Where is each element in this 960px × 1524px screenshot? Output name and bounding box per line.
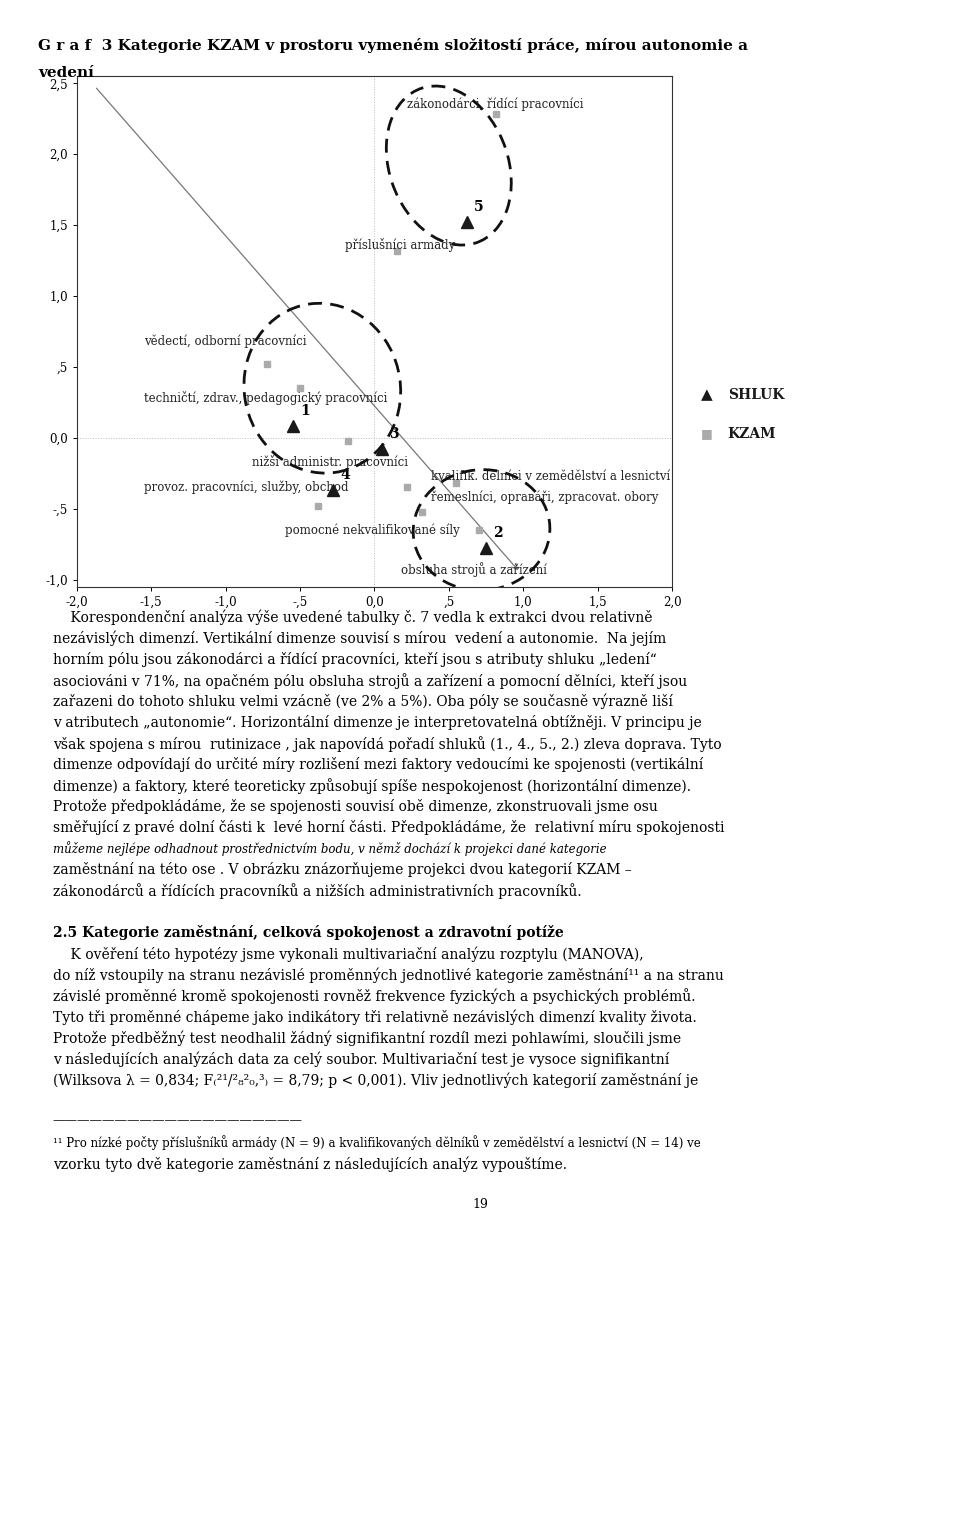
Text: zákonodárců a řídících pracovníků a nižších administrativních pracovníků.: zákonodárců a řídících pracovníků a nižš… xyxy=(53,882,582,899)
Text: vzorku tyto dvě kategorie zaměstnání z následujících analýz vypouštíme.: vzorku tyto dvě kategorie zaměstnání z n… xyxy=(53,1157,566,1172)
Text: 2.5 Kategorie zaměstnání, celková spokojenost a zdravotní potíže: 2.5 Kategorie zaměstnání, celková spokoj… xyxy=(53,925,564,940)
Text: 19: 19 xyxy=(472,1198,488,1212)
Text: SHLUK: SHLUK xyxy=(728,389,784,402)
Text: KZAM: KZAM xyxy=(728,427,777,440)
Text: Protože předpokládáme, že se spojenosti souvisí obě dimenze, zkonstruovali jsme : Protože předpokládáme, že se spojenosti … xyxy=(53,799,658,814)
Text: však spojena s mírou  rutinizace , jak napovídá pořadí shluků (1., 4., 5., 2.) z: však spojena s mírou rutinizace , jak na… xyxy=(53,736,721,751)
Text: asociováni v 71%, na opačném pólu obsluha strojů a zařízení a pomocní dělníci, k: asociováni v 71%, na opačném pólu obsluh… xyxy=(53,672,687,689)
Text: ————————————————————: ———————————————————— xyxy=(53,1114,302,1128)
Text: techničtí, zdrav., pedagogický pracovníci: techničtí, zdrav., pedagogický pracovníc… xyxy=(144,392,387,405)
Text: v následujících analýzách data za celý soubor. Multivariační test je vysoce sign: v následujících analýzách data za celý s… xyxy=(53,1052,669,1067)
Text: 5: 5 xyxy=(474,200,484,213)
Text: do níž vstoupily na stranu nezávislé proměnných jednotlivé kategorie zaměstnání¹: do níž vstoupily na stranu nezávislé pro… xyxy=(53,968,724,983)
Text: 3: 3 xyxy=(390,427,399,440)
Text: ¹¹ Pro nízké počty příslušníků armády (N = 9) a kvalifikovaných dělníků v zemědě: ¹¹ Pro nízké počty příslušníků armády (N… xyxy=(53,1135,701,1151)
Text: dimenze odpovídají do určité míry rozlišení mezi faktory vedoucími ke spojenosti: dimenze odpovídají do určité míry rozliš… xyxy=(53,757,703,771)
Text: řemeslníci, oprавáři, zpracovat. obory: řemeslníci, oprавáři, zpracovat. obory xyxy=(431,491,659,504)
Text: obsluha strojů a zařízení: obsluha strojů a zařízení xyxy=(401,562,547,578)
Text: Korespondenční analýza výše uvedené tabulky č. 7 vedla k extrakci dvou relativně: Korespondenční analýza výše uvedené tabu… xyxy=(53,610,652,625)
Text: ■: ■ xyxy=(701,427,712,440)
Text: zaměstnání na této ose . V obrázku znázorňujeme projekci dvou kategorií KZAM –: zaměstnání na této ose . V obrázku znázo… xyxy=(53,863,632,876)
Text: příslušníci armády: příslušníci armády xyxy=(345,238,455,251)
Text: směřující z pravé dolní části k  levé horní části. Předpokládáme, že  relativní : směřující z pravé dolní části k levé hor… xyxy=(53,820,724,835)
Text: ▲: ▲ xyxy=(701,389,712,402)
Text: vědectí, odborní pracovníci: vědectí, odborní pracovníci xyxy=(144,335,306,347)
Text: nižší administr. pracovníci: nižší administr. pracovníci xyxy=(252,456,408,469)
Text: vedení: vedení xyxy=(38,66,94,79)
Text: Tyto tři proměnné chápeme jako indikátory tři relativně nezávislých dimenzí kval: Tyto tři proměnné chápeme jako indikátor… xyxy=(53,1009,697,1024)
Text: 2: 2 xyxy=(493,526,503,539)
Text: Protože předběžný test neodhalil žádný signifikantní rozdíl mezi pohlawími, slou: Protože předběžný test neodhalil žádný s… xyxy=(53,1030,681,1045)
Text: dimenze) a faktory, které teoreticky způsobují spíše nespokojenost (horizontální: dimenze) a faktory, které teoreticky způ… xyxy=(53,777,691,794)
Text: zařazeni do tohoto shluku velmi vzácně (ve 2% a 5%). Oba póly se současně výrazn: zařazeni do tohoto shluku velmi vzácně (… xyxy=(53,693,673,709)
Text: horním pólu jsou zákonodárci a řídící pracovníci, kteří jsou s atributy shluku „: horním pólu jsou zákonodárci a řídící pr… xyxy=(53,652,657,666)
Text: 4: 4 xyxy=(340,468,350,482)
Text: můžeme nejlépe odhadnout prostřednictvím bodu, v němž dochází k projekci dané ka: můžeme nejlépe odhadnout prostřednictvím… xyxy=(53,841,607,856)
Text: 1: 1 xyxy=(300,404,310,418)
Text: G r a f  3 Kategorie KZAM v prostoru vymeném složitostí práce, mírou autonomie a: G r a f 3 Kategorie KZAM v prostoru vyme… xyxy=(38,38,749,53)
Text: v atributech „autonomie“. Horizontální dimenze je interpretovatelná obtížněji. V: v atributech „autonomie“. Horizontální d… xyxy=(53,715,702,730)
Text: nezávislých dimenzí. Vertikální dimenze souvisí s mírou  vedení a autonomie.  Na: nezávislých dimenzí. Vertikální dimenze … xyxy=(53,631,666,646)
Text: závislé proměnné kromě spokojenosti rovněž frekvence fyzických a psychických pro: závislé proměnné kromě spokojenosti rovn… xyxy=(53,988,695,1004)
Text: (Wilksova λ = 0,834; F₍²¹/²₈²₀,³₎ = 8,79; p < 0,001). Vliv jednotlivých kategori: (Wilksova λ = 0,834; F₍²¹/²₈²₀,³₎ = 8,79… xyxy=(53,1073,698,1088)
Text: provoz. pracovníci, služby, obchod: provoz. pracovníci, služby, obchod xyxy=(144,480,348,494)
Text: K ověření této hypotézy jsme vykonali multivariační analýzu rozptylu (MANOVA),: K ověření této hypotézy jsme vykonali mu… xyxy=(53,946,643,962)
Text: kvalifik. dělníci v zemědělství a lesnictví: kvalifik. dělníci v zemědělství a lesnic… xyxy=(431,469,670,483)
Text: zákonodárci, řídící pracovníci: zákonodárci, řídící pracovníci xyxy=(407,98,584,111)
Text: pomocné nekvalifikované síly: pomocné nekvalifikované síly xyxy=(285,523,460,536)
